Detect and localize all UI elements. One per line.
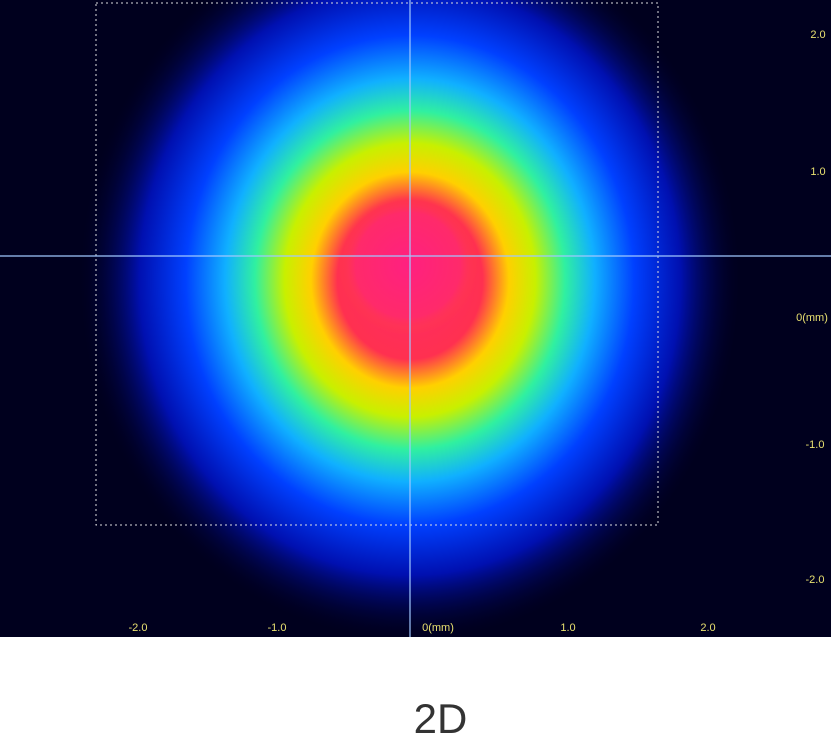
x-tick-label: 0(mm) [422,622,454,634]
x-tick-label: 1.0 [560,622,575,634]
y-tick-label: -1.0 [806,439,825,451]
y-tick-label: -2.0 [806,574,825,586]
caption: 2D [413,695,468,742]
x-tick-label: -1.0 [268,622,287,634]
x-tick-label: 2.0 [700,622,715,634]
beam-core [338,195,478,335]
y-tick-label: 2.0 [810,29,825,41]
x-tick-label: -2.0 [129,622,148,634]
roi-box [95,2,659,526]
beam-profile: 2.0 1.0 0(mm) -1.0 -2.0 -2.0 -1.0 0(mm) … [0,0,831,637]
y-tick-label: 0(mm) [796,312,828,324]
y-tick-label: 1.0 [810,166,825,178]
